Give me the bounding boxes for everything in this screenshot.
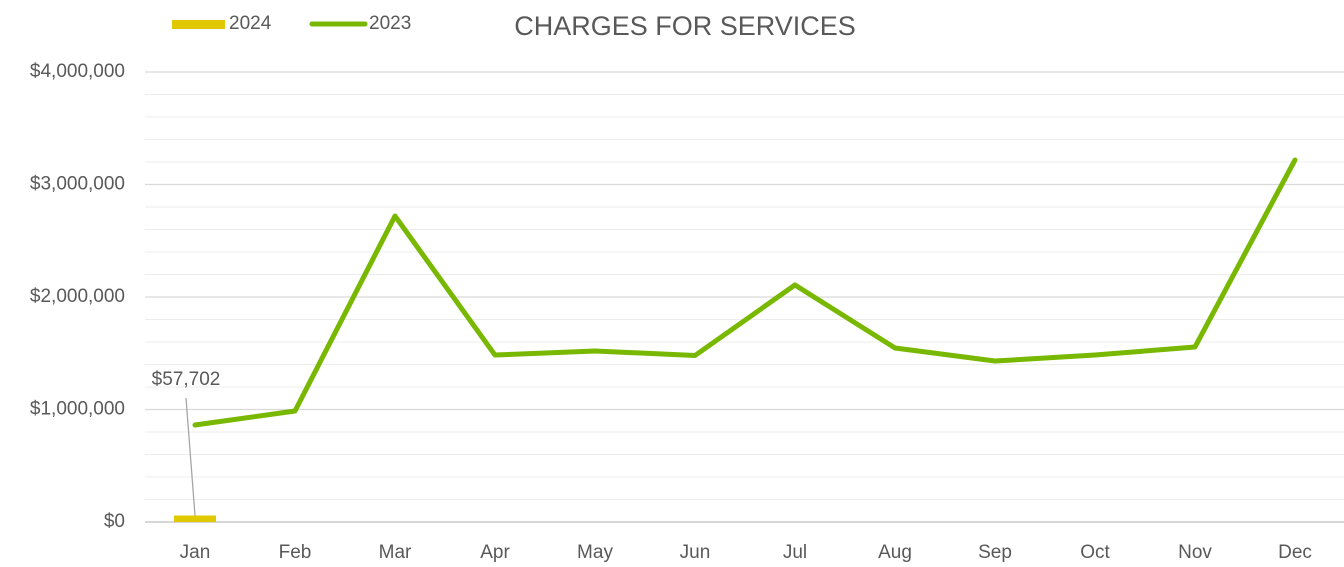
- x-tick-label: Aug: [878, 542, 912, 563]
- x-tick-label: Mar: [379, 542, 412, 563]
- legend-label: 2024: [229, 13, 272, 34]
- data-label: $57,702: [152, 369, 221, 390]
- x-tick-label: May: [577, 542, 613, 563]
- x-tick-label: Sep: [978, 542, 1012, 563]
- y-tick-label: $2,000,000: [30, 286, 125, 307]
- y-tick-label: $4,000,000: [30, 61, 125, 82]
- x-tick-label: Jun: [680, 542, 711, 563]
- x-tick-label: Dec: [1278, 542, 1312, 563]
- x-tick-label: Jan: [180, 542, 211, 563]
- x-tick-label: Nov: [1178, 542, 1212, 563]
- label-leader: [185, 397, 196, 516]
- chart-title: CHARGES FOR SERVICES: [514, 11, 856, 41]
- x-tick-label: Feb: [279, 542, 312, 563]
- legend-label: 2023: [369, 13, 411, 34]
- x-tick-label: Oct: [1080, 542, 1110, 563]
- bar: [174, 515, 216, 522]
- y-tick-label: $1,000,000: [30, 399, 125, 420]
- y-tick-label: $0: [104, 511, 125, 532]
- x-tick-label: Apr: [480, 542, 510, 563]
- line-series: [192, 157, 1298, 428]
- x-tick-label: Jul: [783, 542, 807, 563]
- legend-swatch: [172, 20, 225, 29]
- y-tick-label: $3,000,000: [30, 174, 125, 195]
